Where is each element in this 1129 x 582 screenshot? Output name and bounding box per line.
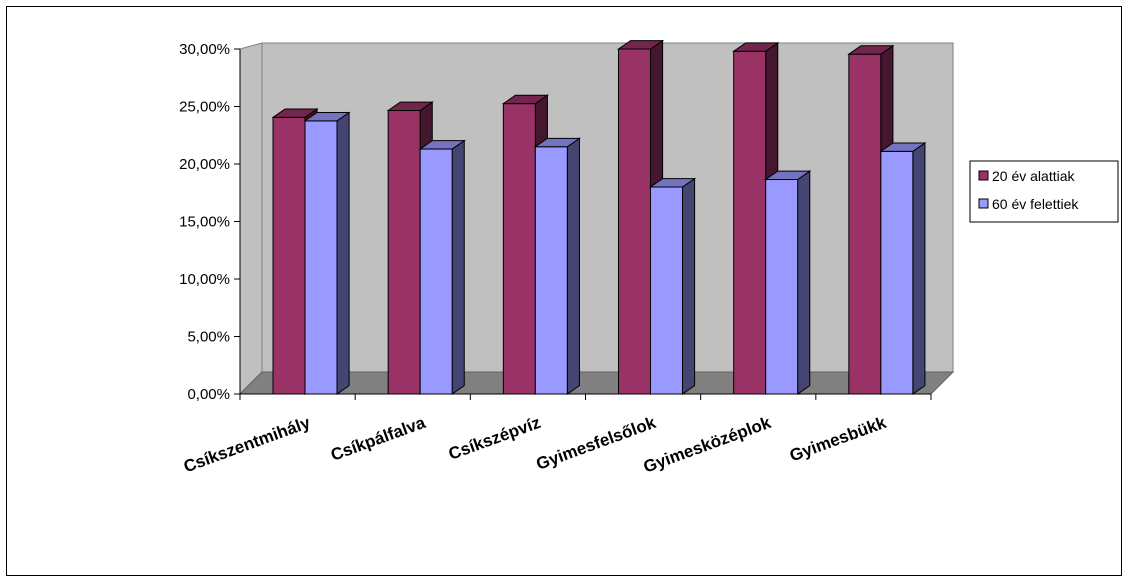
legend-box	[969, 160, 1119, 223]
y-tick-label: 5,00%	[187, 329, 230, 346]
chart-frame: 0,00% 5,00% 10,00% 15,00% 20,00% 25,00% 30,00%…	[6, 6, 1122, 576]
chart-side-wall	[239, 42, 263, 396]
x-category-label: Gyimesfelsőlok	[534, 413, 659, 474]
x-category-label: Csíkszentmihály	[181, 413, 313, 477]
x-category-label: Gyimesközéplok	[641, 413, 774, 477]
bar-over-60	[764, 170, 812, 395]
x-category-label: Gyimesbükk	[787, 413, 889, 466]
y-tick-label: 25,00%	[179, 99, 230, 116]
bar-over-60	[879, 141, 927, 395]
legend-label-20-ev-alattiak: 20 év alattiak	[992, 168, 1075, 184]
category-labels: Csíkszentmihály Csíkpálfalva CsíkszépvízGy…	[181, 413, 889, 477]
x-category-label: Csíkpálfalva	[328, 413, 428, 465]
y-tick-label: 10,00%	[179, 271, 230, 288]
legend-swatch-20-ev-alattiak	[978, 170, 989, 181]
bar-over-60	[303, 111, 351, 395]
chart-svg: 0,00% 5,00% 10,00% 15,00% 20,00% 25,00% 30,00%…	[179, 39, 1119, 477]
bar-over-60	[533, 137, 582, 395]
y-tick-label: 0,00%	[187, 386, 230, 403]
y-tick-label: 15,00%	[179, 214, 230, 231]
legend-swatch-60-ev-felettiek	[978, 198, 989, 209]
legend-label-60-ev-felettiek: 60 év felettiek	[992, 196, 1079, 212]
x-category-label: Csíkszépvíz	[446, 413, 543, 464]
y-tick-label: 30,00%	[179, 41, 230, 58]
bar-over-60	[648, 177, 697, 395]
bars	[271, 39, 927, 395]
legend: 20 év alattiak 60 év felettiek	[969, 160, 1119, 223]
y-tick-label: 20,00%	[179, 156, 230, 173]
axis-ticks: 0,00% 5,00% 10,00% 15,00% 20,00% 25,00% 30,00%	[179, 41, 932, 403]
bar-over-60	[418, 139, 466, 395]
